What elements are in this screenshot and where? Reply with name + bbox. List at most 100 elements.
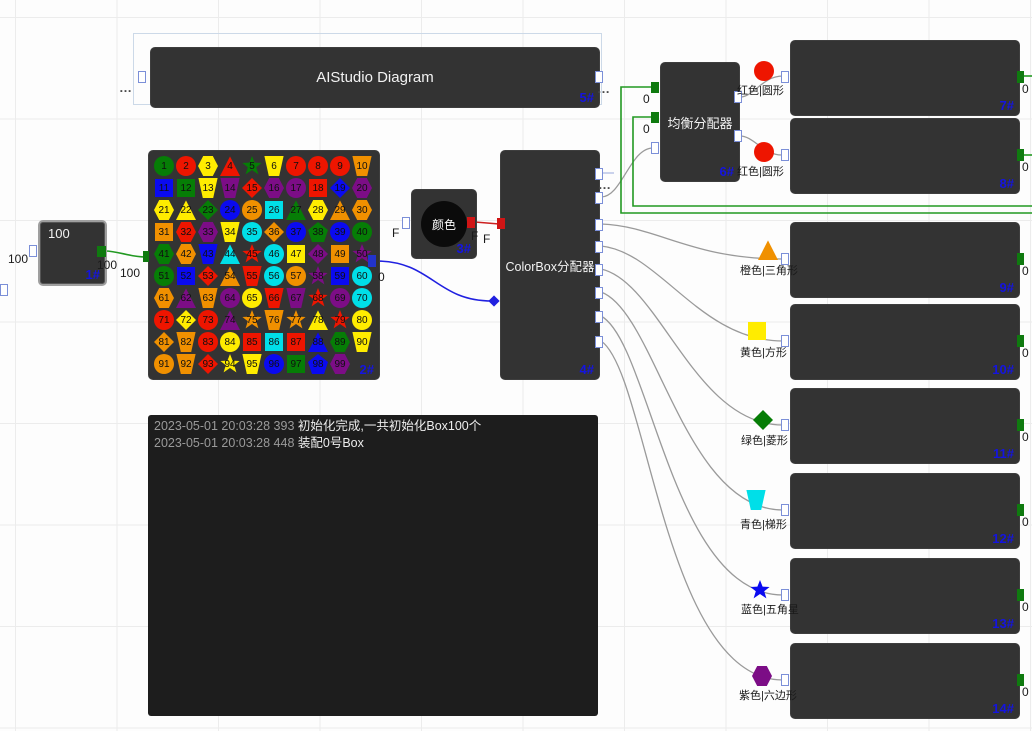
green-output-port[interactable] bbox=[97, 246, 106, 257]
title-node[interactable]: AIStudio Diagram 5# bbox=[150, 47, 600, 108]
input-port[interactable] bbox=[595, 311, 603, 323]
diamond-icon bbox=[752, 409, 774, 431]
input-port[interactable] bbox=[651, 142, 659, 154]
log-message: 装配0号Box bbox=[294, 436, 364, 450]
box-number: 52 bbox=[180, 270, 192, 282]
input-port[interactable] bbox=[138, 71, 146, 83]
cyan-circle-shape bbox=[242, 222, 262, 242]
grid-box: 65 bbox=[241, 287, 263, 309]
grid-box: 90 bbox=[351, 331, 373, 353]
color-node[interactable]: 颜色 3# bbox=[411, 189, 477, 259]
wire-colorbox-to-balancer[interactable] bbox=[600, 147, 654, 198]
box-number: 56 bbox=[268, 270, 280, 282]
sink-input-port[interactable] bbox=[781, 335, 789, 347]
sink-output-port[interactable] bbox=[1017, 335, 1024, 347]
green-output-port[interactable] bbox=[651, 112, 659, 123]
box-grid-node[interactable]: 1 2 3 4 5 6 7 8 9 10 11 12 13 14 15 16 17 18 19 20 21 22 23 24 2… bbox=[148, 150, 380, 380]
sink-icon-label: 紫色|六边形 bbox=[739, 690, 797, 702]
wire-feedback-inner[interactable] bbox=[632, 116, 1032, 207]
sink-node-12[interactable]: 12# bbox=[790, 473, 1020, 549]
orange-trapezoid-shape bbox=[264, 310, 284, 330]
sink-node-14[interactable]: 14# bbox=[790, 643, 1020, 719]
title-node-id: 5# bbox=[579, 90, 594, 105]
sink-output-port[interactable] bbox=[1017, 504, 1024, 516]
input-port[interactable] bbox=[595, 287, 603, 299]
sink-node-9[interactable]: 9# bbox=[790, 222, 1020, 298]
sink-output-port[interactable] bbox=[1017, 149, 1024, 161]
input-port[interactable] bbox=[595, 241, 603, 253]
box-number: 86 bbox=[268, 336, 280, 348]
sink-input-port[interactable] bbox=[781, 504, 789, 516]
wire-grid-to-colorbox[interactable] bbox=[375, 260, 493, 302]
sink-node-7[interactable]: 7# bbox=[790, 40, 1020, 116]
red-output-port[interactable] bbox=[497, 218, 505, 229]
input-port[interactable] bbox=[595, 336, 603, 348]
sink-node-id: 14# bbox=[992, 701, 1014, 716]
input-port[interactable] bbox=[595, 192, 603, 204]
sink-node-10[interactable]: 10# bbox=[790, 304, 1020, 380]
box-number: 76 bbox=[268, 314, 280, 326]
sink-node-13[interactable]: 13# bbox=[790, 558, 1020, 634]
wire-colorbox-to-sink13[interactable] bbox=[600, 315, 784, 596]
sink-node-8[interactable]: 8# bbox=[790, 118, 1020, 194]
wire-colorbox-to-sink14[interactable] bbox=[600, 340, 784, 681]
trapezoid-icon bbox=[745, 489, 767, 511]
sink-icon-label: 黄色|方形 bbox=[740, 347, 787, 359]
sink-input-port[interactable] bbox=[781, 589, 789, 601]
sink-input-port[interactable] bbox=[781, 71, 789, 83]
red-hexagon-shape bbox=[176, 222, 196, 242]
balancer-node[interactable]: 均衡分配器 6# bbox=[660, 62, 740, 182]
sink-input-port[interactable] bbox=[781, 253, 789, 265]
red-square-shape bbox=[243, 333, 261, 351]
wire-colorbox-to-sink11[interactable] bbox=[600, 268, 784, 426]
input-port[interactable] bbox=[29, 245, 37, 257]
colorbox-node[interactable]: ColorBox分配器 4# bbox=[500, 150, 600, 380]
sink-input-port[interactable] bbox=[781, 149, 789, 161]
input-port[interactable] bbox=[595, 264, 603, 276]
blue-output-port[interactable] bbox=[368, 255, 376, 267]
purple-trapezoid-shape bbox=[286, 288, 306, 308]
blue-star-shape bbox=[750, 580, 770, 599]
purple-diamond-shape bbox=[308, 244, 328, 264]
green-output-port[interactable] bbox=[651, 82, 659, 93]
sink-output-port[interactable] bbox=[1017, 71, 1024, 83]
sink-output-port[interactable] bbox=[1017, 419, 1024, 431]
wire-color-to-colorbox[interactable] bbox=[474, 221, 500, 225]
sink-input-port[interactable] bbox=[781, 674, 789, 686]
wire-feedback-outer[interactable] bbox=[620, 86, 1032, 214]
sink-output-port[interactable] bbox=[1017, 589, 1024, 601]
sink-output-port[interactable] bbox=[1017, 674, 1024, 686]
sink-input-port[interactable] bbox=[781, 419, 789, 431]
source-node[interactable]: 100 1# bbox=[38, 220, 107, 286]
purple-circle-shape bbox=[330, 288, 350, 308]
input-port[interactable] bbox=[734, 130, 742, 142]
wire-colorbox-to-sink9[interactable] bbox=[600, 223, 784, 260]
log-console[interactable]: 2023-05-01 20:03:28 393 初始化完成,一共初始化Box10… bbox=[148, 415, 598, 716]
grid-box: 4 bbox=[219, 155, 241, 177]
input-port[interactable] bbox=[0, 284, 8, 296]
box-number: 40 bbox=[356, 226, 368, 238]
sink-node-11[interactable]: 11# bbox=[790, 388, 1020, 464]
grid-box: 39 bbox=[329, 221, 351, 243]
input-port[interactable] bbox=[402, 217, 410, 229]
wire-source-to-grid[interactable] bbox=[104, 250, 146, 258]
sink-node-id: 9# bbox=[999, 280, 1014, 295]
input-port[interactable] bbox=[734, 91, 742, 103]
collapsed-ports-ellipsis[interactable]: … bbox=[119, 80, 133, 95]
sink-output-port[interactable] bbox=[1017, 253, 1024, 265]
wire-balancer-to-sink7[interactable] bbox=[739, 75, 784, 98]
cyan-trapezoid-shape bbox=[746, 490, 766, 510]
wire-colorbox-to-sink12[interactable] bbox=[600, 291, 784, 511]
collapsed-ports-ellipsis[interactable]: … bbox=[598, 177, 612, 192]
green-output-port[interactable] bbox=[143, 251, 149, 262]
collapsed-ports-ellipsis[interactable]: … bbox=[597, 81, 611, 96]
red-output-port[interactable] bbox=[467, 217, 475, 228]
box-number: 59 bbox=[334, 270, 346, 282]
port-label: 100 bbox=[97, 258, 118, 272]
input-port[interactable] bbox=[595, 71, 603, 83]
grid-box: 87 bbox=[285, 331, 307, 353]
grid-box: 14 bbox=[219, 177, 241, 199]
input-port[interactable] bbox=[595, 219, 603, 231]
input-port[interactable] bbox=[595, 168, 603, 180]
